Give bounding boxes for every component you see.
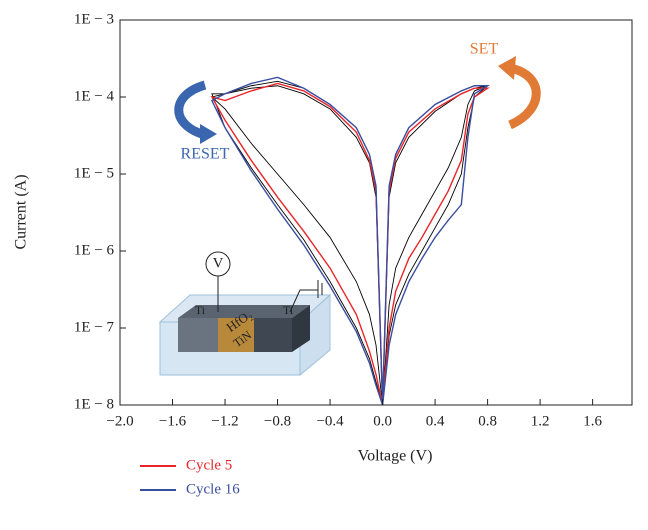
inset-label: Ti <box>195 303 206 317</box>
annotation: RESET <box>181 146 230 163</box>
y-axis-title: Current (A) <box>13 174 30 249</box>
inset-label: V <box>213 255 224 271</box>
inset-top-layer <box>178 305 310 318</box>
annotation: SET <box>470 41 499 58</box>
inset-tin <box>218 318 254 352</box>
x-tick-label: −0.4 <box>316 413 344 429</box>
inset-ground-wire <box>289 289 318 313</box>
inset-label: Ti <box>283 303 294 317</box>
x-tick-label: 0.8 <box>478 413 497 429</box>
x-tick-label: 1.6 <box>583 413 602 429</box>
x-tick-label: 1.2 <box>531 413 550 429</box>
plot-frame <box>119 19 633 406</box>
legend-label: Cycle 5 <box>186 457 232 473</box>
x-tick-label: 0.0 <box>373 413 392 429</box>
inset-ti-right <box>254 318 292 352</box>
set-arrow <box>508 63 541 130</box>
legend-label: Cycle 16 <box>186 481 240 497</box>
y-tick-label: 1E − 4 <box>74 88 115 104</box>
reset-arrow-head <box>200 124 217 144</box>
y-tick-label: 1E − 5 <box>74 165 114 181</box>
inset: V Ti HfO₂ TiN Ti <box>158 251 332 377</box>
y-tick-label: 1E − 6 <box>74 242 115 258</box>
inset-voltmeter <box>205 251 231 277</box>
data-line <box>210 76 491 406</box>
inset-side-layer <box>292 305 310 352</box>
inset-ti-left <box>178 318 218 352</box>
x-tick-label: −2.0 <box>106 413 133 429</box>
x-tick-label: −0.8 <box>264 413 291 429</box>
x-axis-title: Voltage (V) <box>358 448 433 465</box>
set-arrow-head <box>498 56 516 80</box>
reset-arrow <box>174 80 207 140</box>
x-tick-label: 0.4 <box>426 413 445 429</box>
x-tick-label: −1.2 <box>211 413 238 429</box>
x-tick-label: −1.6 <box>159 413 187 429</box>
y-tick-label: 1E − 7 <box>74 319 115 335</box>
y-tick-label: 1E − 3 <box>74 11 114 27</box>
y-tick-label: 1E − 8 <box>74 396 114 412</box>
